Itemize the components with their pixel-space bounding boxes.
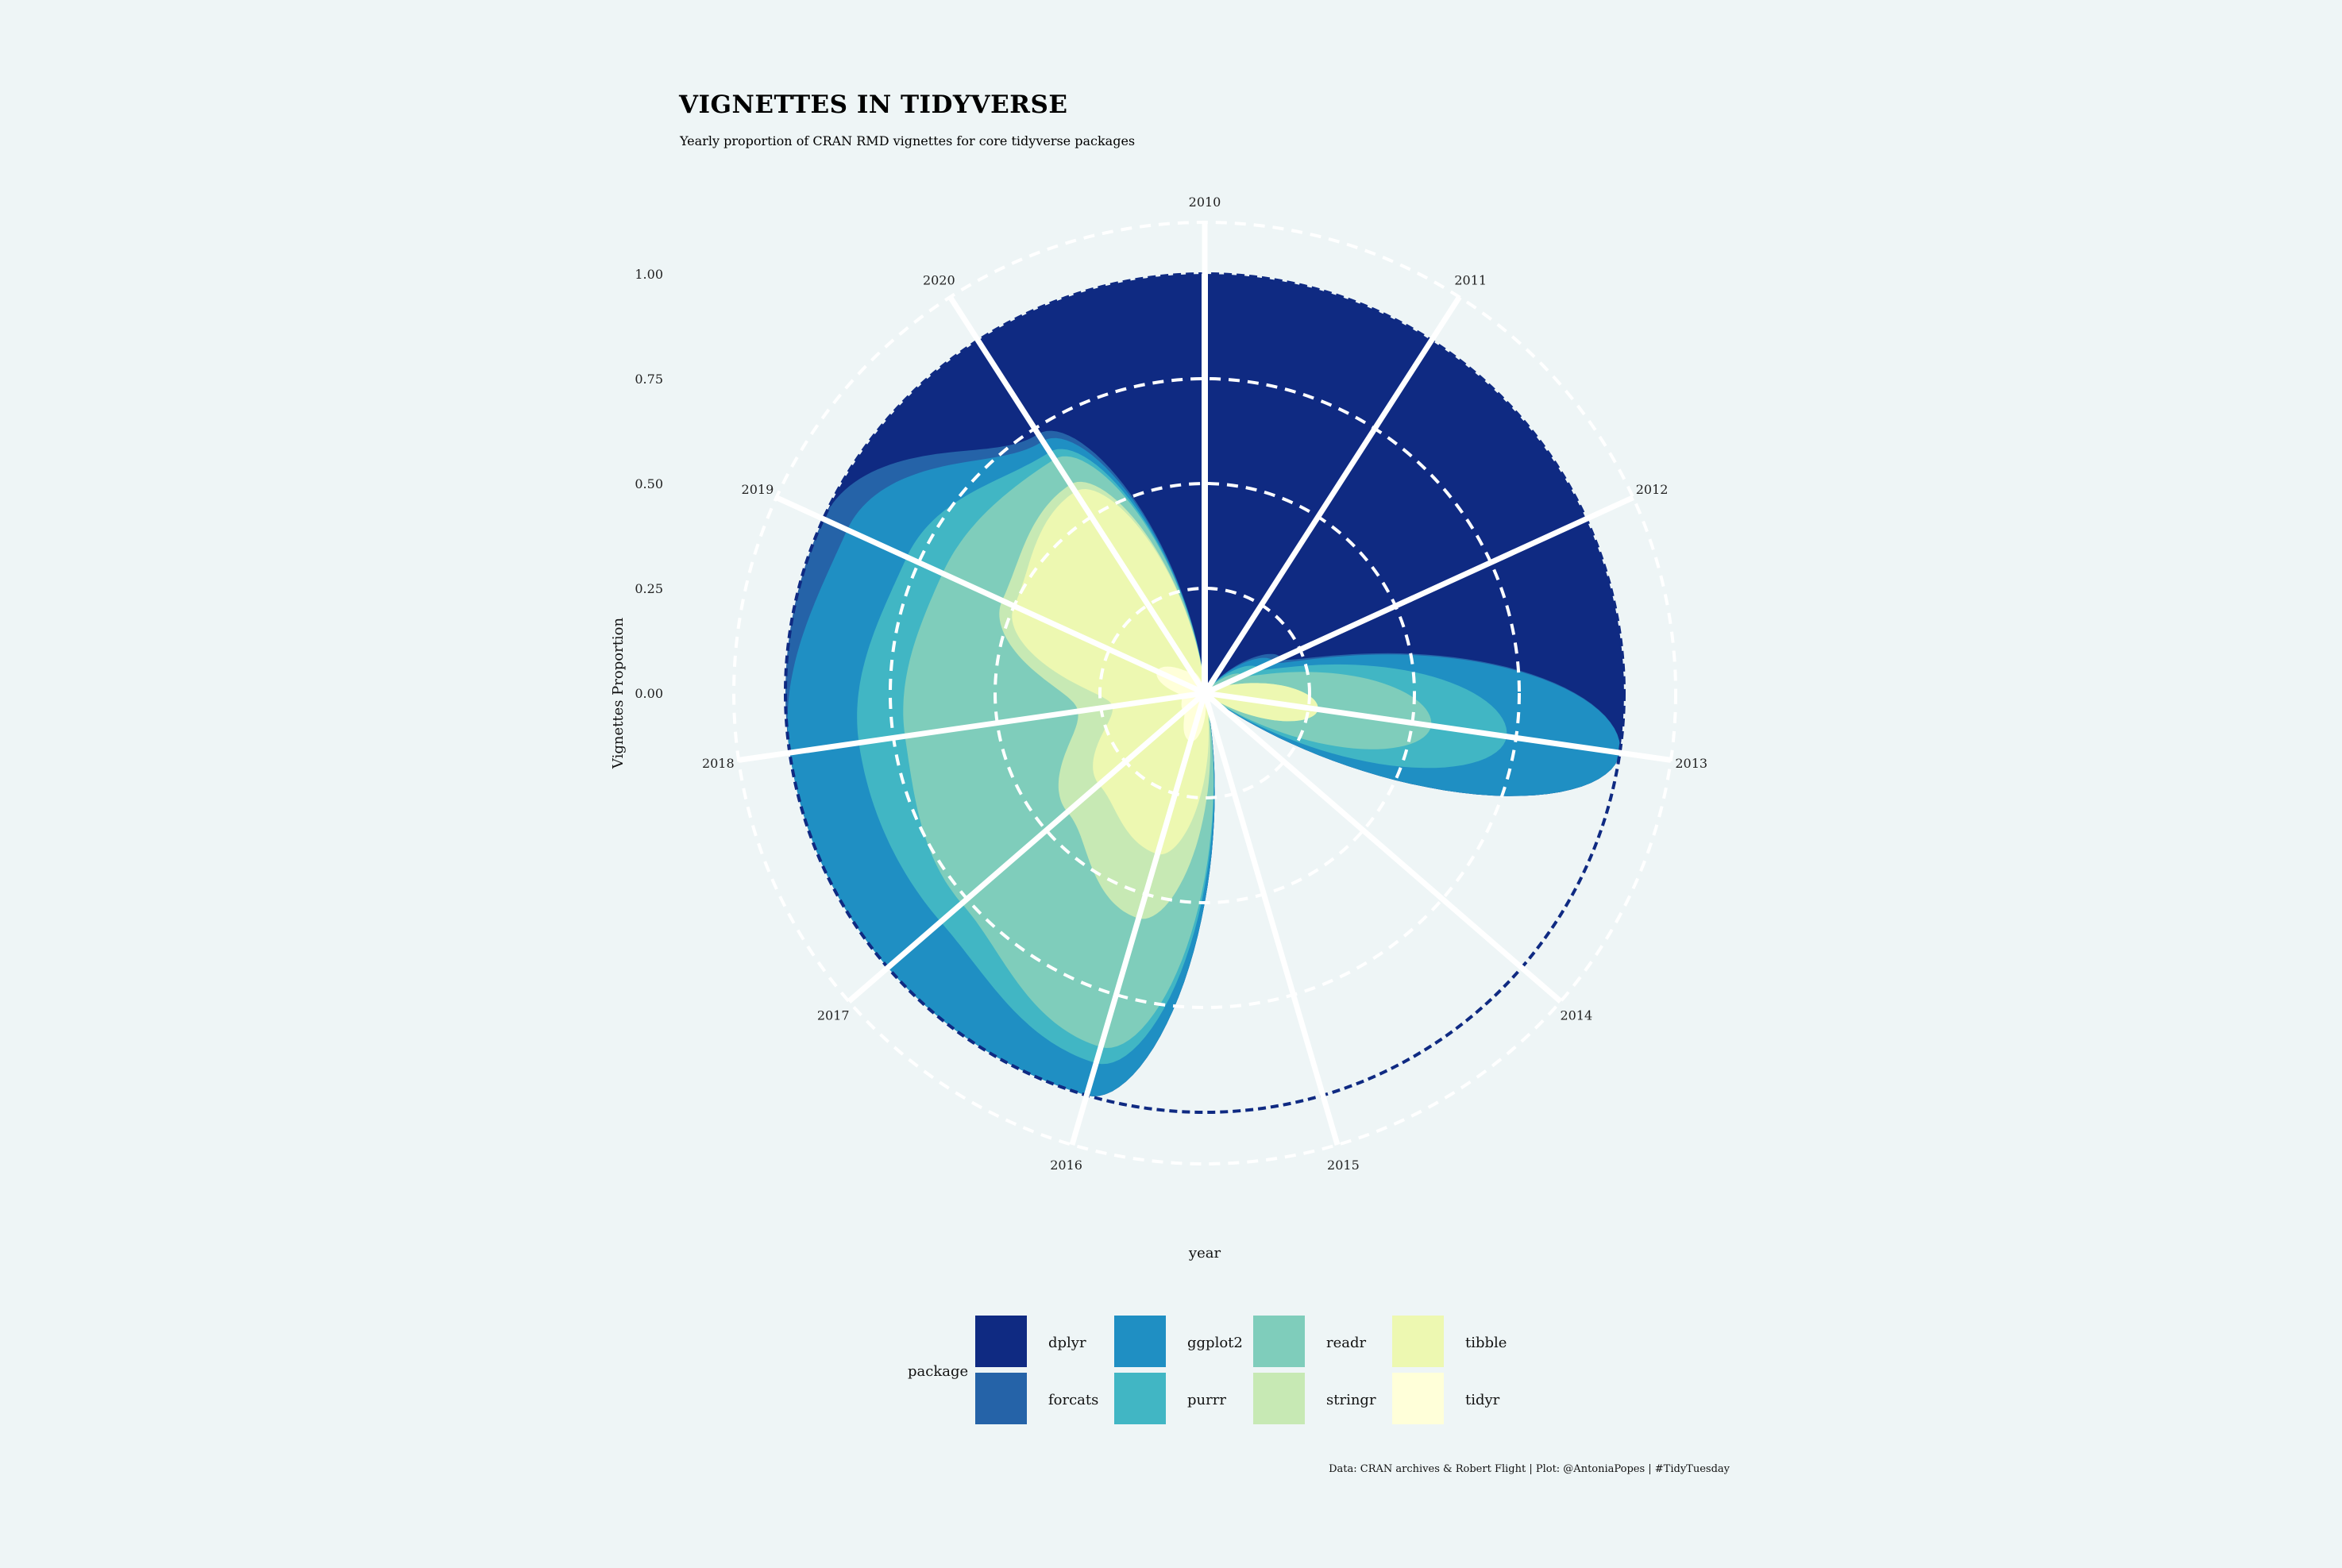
x-tick-2013: 2013 [1675,756,1707,771]
spoke-2018 [738,690,1206,763]
legend-label-dplyr: dplyr [1048,1335,1086,1351]
x-axis-title: year [1188,1245,1221,1262]
grid-ring [1098,587,1311,799]
spoke-2013 [1204,690,1672,763]
y-tick-0.00: 0.00 [635,686,663,701]
legend-label-purrr: purrr [1187,1392,1226,1408]
legend-key-forcats [975,1373,1027,1424]
spoke-2014 [1202,691,1563,1004]
legend-label-tidyr: tidyr [1465,1392,1500,1408]
x-tick-2018: 2018 [702,756,735,771]
legend-label-tibble: tibble [1465,1335,1507,1351]
x-tick-2017: 2017 [817,1007,850,1023]
legend: package dplyr forcats ggplot2 purrr readr str… [908,1316,1507,1424]
legend-key-stringr [1253,1373,1305,1424]
legend-label-readr: readr [1326,1335,1367,1351]
spoke-2015 [1202,692,1341,1146]
legend-label-stringr: stringr [1326,1392,1376,1408]
x-tick-2020: 2020 [923,272,955,287]
x-tick-2011: 2011 [1454,272,1487,287]
x-tick-2016: 2016 [1050,1158,1082,1173]
x-tick-2014: 2014 [1560,1007,1592,1023]
legend-label-forcats: forcats [1048,1392,1098,1408]
caption: Data: CRAN archives & Robert Flight | Pl… [1329,1463,1730,1475]
x-tick-2019: 2019 [742,482,774,497]
spoke-2016 [1069,692,1208,1146]
chart-subtitle: Yearly proportion of CRAN RMD vignettes … [679,133,1135,148]
legend-key-readr [1253,1316,1305,1367]
polar-panel [732,221,1677,1165]
legend-key-tibble [1392,1316,1444,1367]
x-axis-ticks: 2010 2011 2012 2013 2014 2015 2016 2017 2018 2019… [702,195,1707,1173]
x-tick-2015: 2015 [1327,1158,1360,1173]
legend-title: package [908,1363,968,1380]
chart-title: VIGNETTES IN TIDYVERSE [678,91,1068,119]
x-tick-2010: 2010 [1189,195,1221,210]
spoke-2017 [847,691,1207,1004]
legend-key-dplyr [975,1316,1027,1367]
spoke-2020 [947,295,1207,695]
y-tick-0.25: 0.25 [635,581,663,596]
y-tick-0.50: 0.50 [635,476,663,491]
y-tick-0.75: 0.75 [635,372,663,387]
legend-key-ggplot2 [1114,1316,1166,1367]
spoke-2011 [1202,295,1462,695]
spoke-2019 [775,495,1206,696]
y-axis-ticks: 0.00 0.25 0.50 0.75 1.00 [635,267,663,701]
spoke-2012 [1203,495,1634,696]
legend-key-tidyr [1392,1373,1444,1424]
legend-key-purrr [1114,1373,1166,1424]
legend-label-ggplot2: ggplot2 [1187,1335,1243,1351]
x-tick-2012: 2012 [1636,482,1669,497]
grid-ring [994,482,1416,904]
y-axis-title: Vignettes Proportion [610,617,627,769]
grid-ring [889,377,1521,1009]
y-tick-1.00: 1.00 [635,267,663,282]
